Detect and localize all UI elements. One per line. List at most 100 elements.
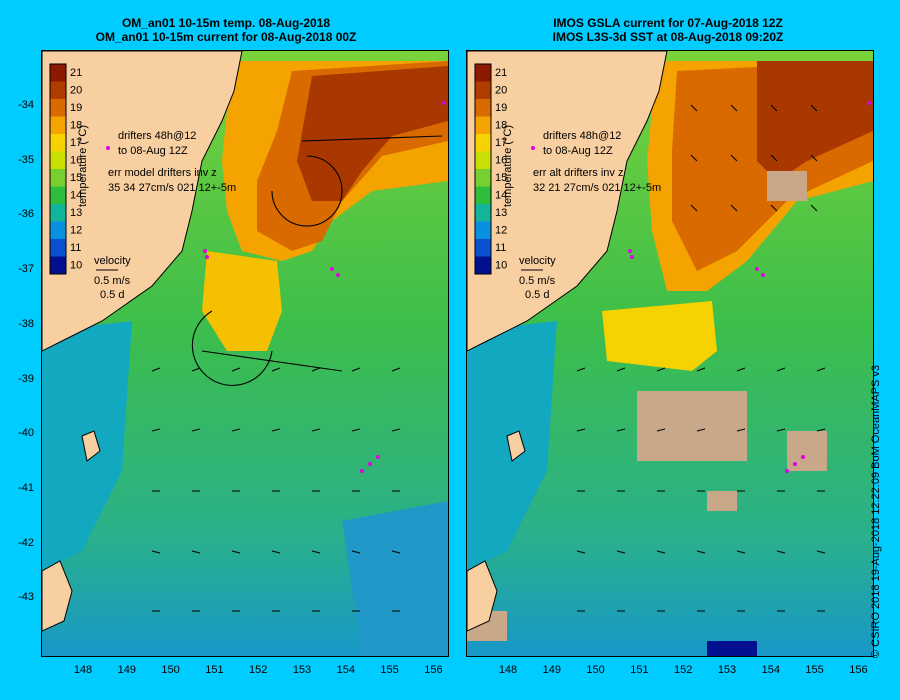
colorbar-swatch <box>50 256 66 274</box>
colorbar-swatch <box>475 116 491 134</box>
colorbar-tick-label: 15 <box>495 172 507 184</box>
longitude-tick-label: 155 <box>805 664 824 676</box>
colorbar-label: temperature (°C) <box>77 125 89 207</box>
colorbar-frame <box>474 63 492 275</box>
tasmania-coast <box>467 560 498 632</box>
australia-mainland <box>467 51 668 352</box>
colorbar-tick-label: 17 <box>70 137 82 149</box>
colorbar-swatch <box>50 134 66 152</box>
temperature-colorbar: 21 20 19 18 17 16 15 14 13 12 11 10 <box>49 63 82 275</box>
longitude-tick-label: 155 <box>380 664 399 676</box>
colorbar-tick-label: 11 <box>495 242 506 254</box>
latitude-tick-label: -38 <box>18 317 34 330</box>
longitude-tick-label: 156 <box>849 664 868 676</box>
island <box>81 430 101 462</box>
drifters-legend-line1: drifters 48h@12 <box>543 130 621 142</box>
australia-mainland <box>42 51 243 352</box>
colorbar-swatch <box>50 99 66 117</box>
right-title-line2: IMOS L3S-3d SST at 08-Aug-2018 09:20Z <box>552 30 784 44</box>
longitude-tick-label: 152 <box>674 664 693 676</box>
velocity-legend-speed: 0.5 m/s <box>94 275 131 287</box>
error-stats-line1: err model drifters inv z <box>108 167 217 179</box>
colorbar-swatch <box>475 151 491 169</box>
left-title-line1: OM_an01 10-15m temp. 08-Aug-2018 <box>121 16 331 30</box>
hot-core-region <box>297 66 448 201</box>
longitude-tick-label: 151 <box>630 664 649 676</box>
left-map-svg: 21 20 19 18 17 16 15 14 13 12 11 10 temperature (°C… <box>42 51 448 656</box>
colorbar-tick-label: 14 <box>495 190 507 202</box>
colorbar-tick-label: 21 <box>70 67 82 79</box>
drifters-legend-line2: to 08-Aug 12Z <box>118 145 188 157</box>
colorbar-tick-label: 18 <box>495 120 507 132</box>
colorbar-tick-label: 21 <box>495 67 507 79</box>
drifter-tracks <box>531 101 871 473</box>
right-map-svg: 21 20 19 18 17 16 15 14 13 12 11 10 temperature (°C… <box>467 51 873 656</box>
colorbar-swatch <box>475 256 491 274</box>
left-title-line2: OM_an01 10-15m current for 08-Aug-2018 0… <box>95 30 357 44</box>
colorbar-tick-label: 18 <box>70 120 82 132</box>
colorbar-label: temperature (°C) <box>502 125 514 207</box>
velocity-legend-duration: 0.5 d <box>525 289 549 301</box>
colorbar-swatch <box>50 239 66 257</box>
longitude-tick-label: 150 <box>161 664 180 676</box>
colorbar-swatch <box>50 64 66 82</box>
colorbar-swatch <box>50 169 66 187</box>
colorbar-tick-label: 14 <box>70 190 82 202</box>
colorbar-swatch <box>475 169 491 187</box>
longitude-tick-label: 149 <box>542 664 561 676</box>
latitude-tick-label: -41 <box>18 481 34 494</box>
colorbar-swatch <box>475 99 491 117</box>
colorbar-tick-label: 13 <box>70 207 82 219</box>
colorbar-swatch <box>475 239 491 257</box>
colorbar-frame <box>49 63 67 275</box>
longitude-tick-label: 153 <box>292 664 312 676</box>
longitude-tick-label: 148 <box>73 664 93 676</box>
colorbar-tick-label: 12 <box>70 225 82 237</box>
colorbar-swatch <box>475 64 491 82</box>
colorbar-tick-label: 17 <box>495 137 507 149</box>
drifters-legend-line1: drifters 48h@12 <box>118 130 196 142</box>
colorbar-swatch <box>50 116 66 134</box>
latitude-tick-label: -39 <box>18 372 34 385</box>
current-vectors <box>191 135 443 386</box>
velocity-legend-duration: 0.5 d <box>100 289 124 301</box>
colorbar-swatch <box>50 204 66 222</box>
right-panel-title: IMOS GSLA current for 07-Aug-2018 12Z IM… <box>478 16 858 44</box>
colorbar-swatch <box>475 186 491 204</box>
colorbar-tick-label: 20 <box>495 85 507 97</box>
error-stats-line1: err alt drifters inv z <box>533 167 623 179</box>
colorbar-tick-label: 15 <box>70 172 82 184</box>
velocity-legend-speed: 0.5 m/s <box>519 275 556 287</box>
latitude-tick-label: -42 <box>18 536 34 549</box>
velocity-legend-label: velocity <box>94 255 131 267</box>
colorbar-swatch <box>475 134 491 152</box>
longitude-tick-label: 156 <box>424 664 443 676</box>
colorbar-swatch <box>50 186 66 204</box>
colorbar-tick-label: 20 <box>70 85 82 97</box>
warm-filament <box>202 251 282 351</box>
warm-filament <box>602 301 717 371</box>
cold-patch <box>707 641 757 656</box>
colorbar-tick-label: 11 <box>70 242 81 254</box>
latitude-tick-label: -37 <box>18 263 34 276</box>
hot-core-region <box>757 61 873 181</box>
longitude-tick-label: 153 <box>717 664 737 676</box>
longitude-tick-label: 149 <box>117 664 136 676</box>
colorbar-swatch <box>50 81 66 99</box>
colorbar-tick-label: 13 <box>495 207 507 219</box>
longitude-tick-label: 151 <box>205 664 224 676</box>
velocity-legend-label: velocity <box>519 255 556 267</box>
longitude-tick-label: 154 <box>336 664 355 676</box>
cool-offshore-water <box>342 501 448 656</box>
colorbar-swatch <box>50 221 66 239</box>
latitude-tick-label: -35 <box>18 153 34 166</box>
temperature-colorbar: 21 20 19 18 17 16 15 14 13 12 11 10 <box>474 63 507 275</box>
right-map-panel: 21 20 19 18 17 16 15 14 13 12 11 10 temperature (°C… <box>466 50 874 657</box>
credit-text: © CSIRO 2018 19-Aug-2018 12:22:09 BoM Oc… <box>870 364 882 658</box>
longitude-tick-label: 152 <box>249 664 268 676</box>
error-stats-line2: 32 21 27cm/s 021 12+-5m <box>533 182 661 194</box>
colorbar-swatch <box>50 151 66 169</box>
colorbar-tick-label: 19 <box>495 102 507 114</box>
vector-grid <box>576 104 826 612</box>
vector-grid <box>151 367 401 612</box>
